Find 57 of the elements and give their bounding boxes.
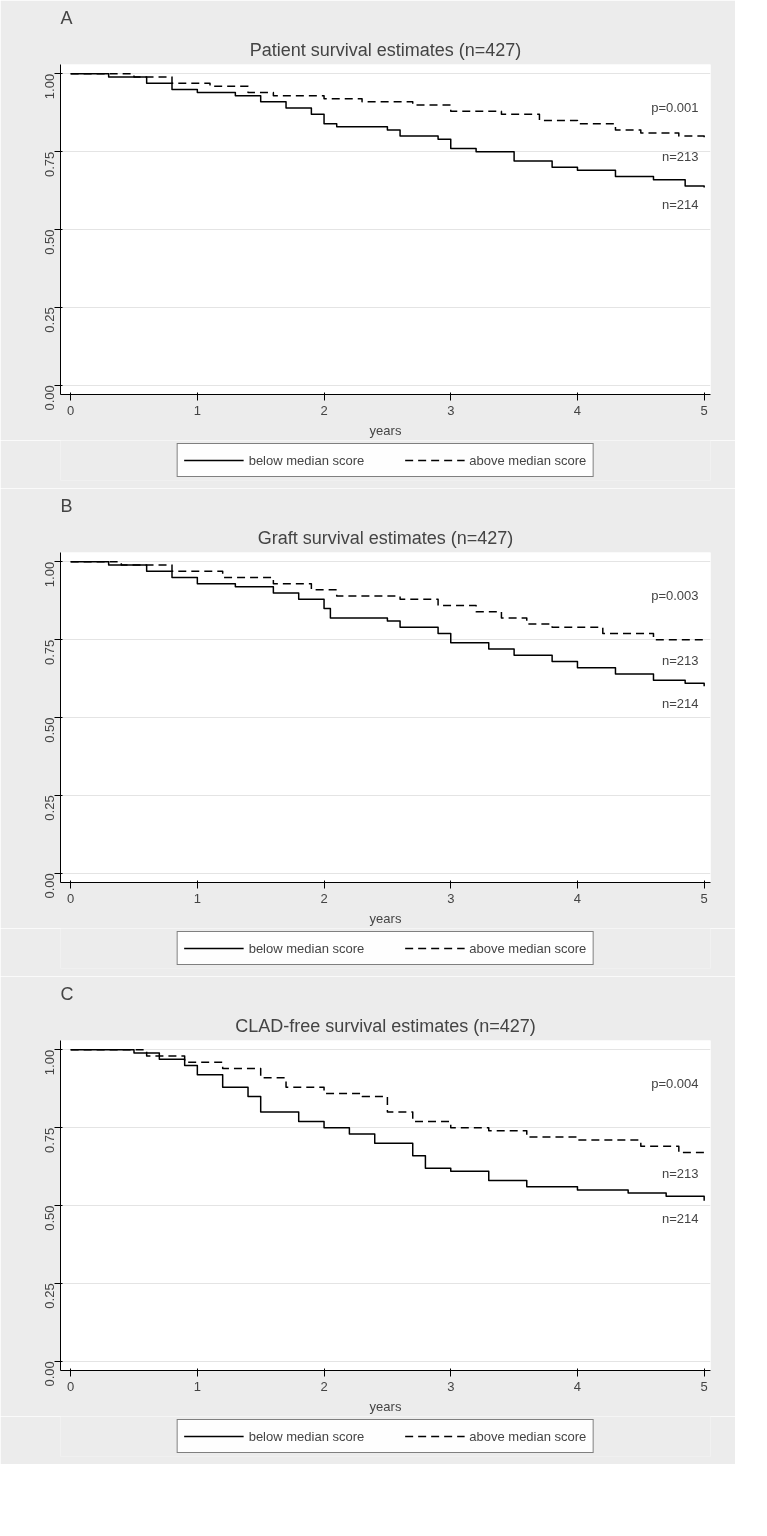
annotation: n=213 (661, 1165, 699, 1181)
x-tick-label: 4 (573, 402, 582, 418)
x-tick-label: 2 (320, 890, 328, 906)
chart-title: Patient survival estimates (n=427) (249, 39, 522, 60)
x-tick-label: 5 (700, 890, 708, 906)
text: A (60, 7, 73, 28)
chart-title: CLAD-free survival estimates (n=427) (235, 1015, 536, 1036)
legend-label: above median score (469, 1428, 587, 1444)
y-tick-label: 1.00 (42, 561, 57, 588)
y-tick-label: 0.50 (42, 229, 57, 255)
x-tick-label: 3 (447, 1378, 455, 1394)
legend-label: above median score (469, 940, 587, 956)
y-tick-label: 0.75 (42, 1127, 57, 1153)
text: C (60, 983, 74, 1004)
x-tick-label: 2 (320, 402, 328, 418)
x-tick-label: 5 (700, 1378, 708, 1394)
y-tick-label: 0.50 (42, 1205, 57, 1231)
y-tick-label: 0.00 (42, 385, 57, 411)
x-tick-label: 5 (700, 402, 708, 418)
y-tick-label: 0.00 (42, 1361, 57, 1387)
y-tick-label: 0.25 (42, 795, 57, 821)
x-axis-title: years (369, 910, 402, 926)
x-tick-label: 4 (573, 890, 582, 906)
x-tick-label: 0 (67, 402, 75, 418)
text: B (60, 495, 73, 516)
y-tick-label: 0.25 (42, 307, 57, 333)
annotation: p=0.003 (651, 587, 699, 603)
x-tick-label: 0 (67, 1378, 75, 1394)
x-axis-title: years (369, 422, 402, 438)
chart-title: Graft survival estimates (n=427) (257, 527, 514, 548)
legend-label: above median score (469, 452, 587, 468)
annotation: n=213 (661, 149, 699, 165)
annotation: n=214 (661, 197, 699, 213)
y-tick-label: 0.25 (42, 1283, 57, 1309)
y-tick-label: 0.50 (42, 717, 57, 743)
legend-label: below median score (248, 452, 365, 468)
y-tick-label: 1.00 (42, 73, 57, 100)
annotation: n=213 (661, 652, 699, 668)
x-tick-label: 0 (67, 890, 75, 906)
y-tick-label: 0.75 (42, 639, 57, 665)
legend-label: below median score (248, 940, 365, 956)
legend-label: below median score (248, 1428, 365, 1444)
x-tick-label: 1 (193, 1378, 201, 1394)
x-tick-label: 2 (320, 1378, 328, 1394)
x-tick-label: 4 (573, 1378, 582, 1394)
x-axis-title: years (369, 1398, 402, 1414)
annotation: n=214 (661, 696, 699, 712)
annotation: p=0.001 (651, 99, 699, 115)
x-tick-label: 1 (193, 402, 201, 418)
y-tick-label: 0.75 (42, 151, 57, 177)
y-tick-label: 0.00 (42, 873, 57, 899)
x-tick-label: 1 (193, 890, 201, 906)
annotation: p=0.004 (651, 1075, 699, 1091)
y-tick-label: 1.00 (42, 1049, 57, 1076)
x-tick-label: 3 (447, 402, 455, 418)
x-tick-label: 3 (447, 890, 455, 906)
annotation: n=214 (661, 1210, 699, 1226)
